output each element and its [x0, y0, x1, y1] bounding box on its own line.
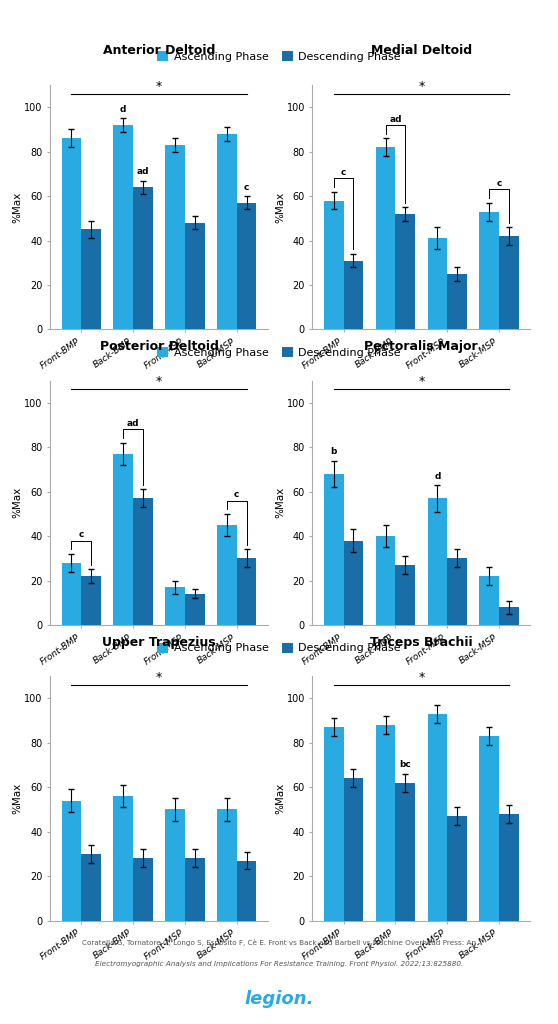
Bar [133, 858, 153, 921]
Title: Triceps Brachii: Triceps Brachii [370, 636, 473, 648]
Text: Electromyographic Analysis and Implications For Resistance Training. Front Physi: Electromyographic Analysis and Implicati… [95, 962, 463, 968]
Y-axis label: %Max: %Max [275, 487, 285, 518]
Bar [217, 134, 237, 330]
Bar [479, 212, 499, 330]
Text: c: c [234, 490, 239, 500]
Legend: Ascending Phase, Descending Phase: Ascending Phase, Descending Phase [152, 638, 406, 657]
Bar [133, 187, 153, 330]
Bar [396, 565, 415, 625]
Bar [113, 454, 133, 625]
Bar [165, 145, 185, 330]
Bar [237, 860, 257, 921]
Bar [81, 854, 101, 921]
Text: bc: bc [400, 761, 411, 769]
Title: Medial Deltoid: Medial Deltoid [371, 44, 472, 57]
Bar [185, 223, 205, 330]
Y-axis label: %Max: %Max [275, 782, 285, 814]
Text: legion.: legion. [244, 990, 314, 1009]
Bar [165, 587, 185, 625]
Bar [324, 201, 344, 330]
Bar [499, 607, 519, 625]
Text: *: * [156, 376, 162, 388]
Bar [81, 229, 101, 330]
Text: Coratella G, Tornatore G, Longo S, Esposito F, Cè E. Front vs Back and Barbell v: Coratella G, Tornatore G, Longo S, Espos… [82, 939, 476, 946]
Bar [113, 125, 133, 330]
Bar [61, 138, 81, 330]
Bar [185, 858, 205, 921]
Legend: Ascending Phase, Descending Phase: Ascending Phase, Descending Phase [152, 343, 406, 362]
Bar [447, 816, 467, 921]
Bar [237, 203, 257, 330]
Text: ad: ad [127, 420, 140, 428]
Text: *: * [156, 80, 162, 93]
Bar [185, 594, 205, 625]
Bar [217, 525, 237, 625]
Text: d: d [434, 472, 440, 480]
Text: c: c [496, 179, 502, 188]
Bar [61, 563, 81, 625]
Title: Posterior Deltoid: Posterior Deltoid [99, 340, 219, 353]
Bar [499, 237, 519, 330]
Bar [427, 714, 447, 921]
Title: Upper Trapezius: Upper Trapezius [102, 636, 216, 648]
Bar [396, 782, 415, 921]
Bar [396, 214, 415, 330]
Text: MUSCLE ACTIVATION DURING DIFFERENT OVERHEAD PRESS VARIATIONS: MUSCLE ACTIVATION DURING DIFFERENT OVERH… [59, 14, 499, 25]
Bar [376, 537, 396, 625]
Bar [479, 577, 499, 625]
Text: c: c [244, 182, 249, 191]
Bar [376, 147, 396, 330]
Bar [324, 727, 344, 921]
Bar [81, 577, 101, 625]
Text: ad: ad [389, 115, 402, 124]
Y-axis label: %Max: %Max [13, 191, 23, 223]
Y-axis label: %Max: %Max [275, 191, 285, 223]
Bar [344, 778, 363, 921]
Legend: Ascending Phase, Descending Phase: Ascending Phase, Descending Phase [152, 47, 406, 67]
Text: *: * [156, 671, 162, 684]
Bar [324, 474, 344, 625]
Bar [61, 801, 81, 921]
Y-axis label: %Max: %Max [13, 782, 23, 814]
Text: c: c [79, 530, 84, 540]
Bar [133, 499, 153, 625]
Bar [344, 260, 363, 330]
Text: *: * [418, 671, 425, 684]
Bar [447, 273, 467, 330]
Bar [217, 810, 237, 921]
Text: ad: ad [137, 167, 149, 176]
Bar [113, 796, 133, 921]
Bar [427, 499, 447, 625]
Text: *: * [418, 376, 425, 388]
Bar [499, 814, 519, 921]
Text: b: b [330, 447, 337, 456]
Text: d: d [120, 104, 127, 114]
Text: *: * [418, 80, 425, 93]
Bar [427, 239, 447, 330]
Bar [376, 725, 396, 921]
Bar [447, 558, 467, 625]
Bar [479, 736, 499, 921]
Bar [237, 558, 257, 625]
Title: Anterior Deltoid: Anterior Deltoid [103, 44, 215, 57]
Y-axis label: %Max: %Max [13, 487, 23, 518]
Bar [344, 541, 363, 625]
Title: Pectoralis Major: Pectoralis Major [364, 340, 478, 353]
Text: c: c [341, 168, 347, 177]
Bar [165, 810, 185, 921]
